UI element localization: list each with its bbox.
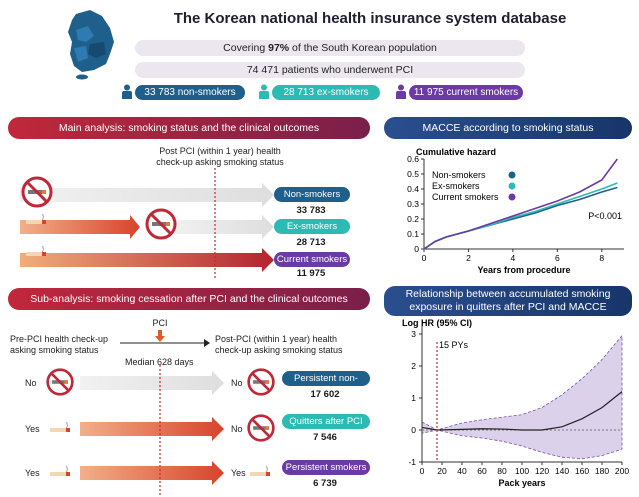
y-tick-label: -1 [408,457,416,467]
patients-bar: 74 471 patients who underwent PCI [135,62,525,78]
main-label-ex-smokers: Ex-smokers [274,219,350,234]
legend-label: Current smokers [432,192,499,202]
legend-label: Non-smokers [432,170,486,180]
sub-label-persistent-non: Persistent non-smokers [282,371,370,399]
y-tick-label: 3 [411,329,416,339]
y-tick-label: 0.3 [407,199,419,209]
y-tick-label: 0.2 [407,214,419,224]
person-icon [122,84,132,99]
y-tick-label: 2 [411,361,416,371]
x-tick-label: 100 [515,466,529,476]
x-tick-label: 40 [457,466,467,476]
post-checkup-label: Post-PCI (within 1 year) health check-up … [215,334,343,355]
y-tick-label: 0.1 [407,229,419,239]
no-smoking-icon [247,368,275,396]
x-tick-label: 0 [422,253,427,263]
estimate-line [421,391,623,431]
y-tick-label: 0.6 [407,154,419,164]
sub-analysis-arrows [80,365,224,495]
macce-chart: Cumulative hazard 0 0.1 0.2 0.3 0.4 0.5 0.6 0 2 4 6… [407,147,624,275]
timeline-arrow [120,339,210,347]
no-smoking-icon [46,368,74,396]
cigarette-icon [26,213,46,224]
no-smoking-icon [21,176,53,208]
y-tick-label: 0.4 [407,184,419,194]
macce-header: MACCE according to smoking status [384,117,632,139]
cigarette-icon [50,465,70,476]
exposure-chart: Log HR (95% CI) -1 0 1 2 3 0 20 40 60 80 100 120 140 1… [402,318,629,488]
coverage-prefix: Covering [223,42,269,54]
exposure-header: Relationship between accumulated smoking… [384,286,632,316]
legend-marker [508,182,516,190]
korea-map-icon [68,10,114,80]
x-tick-label: 2 [466,253,471,263]
stat-current-smokers: 11 975 current smokers [409,85,523,100]
main-label-current-smokers: Current smokers [274,252,350,267]
page-title: The Korean national health insurance sys… [173,10,567,27]
x-tick-label: 60 [477,466,487,476]
main-analysis-header: Main analysis: smoking status and the cl… [8,117,370,139]
y-axis-label: Log HR (95% CI) [402,318,472,328]
stat-ex-smokers: 28 713 ex-smokers [272,85,380,100]
cigarette-icon [26,245,46,256]
coverage-bar: Covering 97% of the South Korean populat… [135,40,525,56]
sub-post-1: No [231,378,243,388]
legend-marker [508,171,516,179]
confidence-band [421,334,623,460]
sub-pre-3: Yes [25,468,40,478]
x-axis-label: Pack years [498,478,545,488]
x-tick-label: 0 [420,466,425,476]
x-tick-label: 8 [599,253,604,263]
cigarette-icon [50,421,70,432]
sub-pre-1: No [25,378,37,388]
sub-label-persistent-smokers: Persistent smokers [282,460,370,475]
pci-label: PCI [152,318,168,328]
x-tick-label: 140 [555,466,569,476]
main-count-current-smokers: 11 975 [296,268,326,279]
main-label-non-smokers: Non-smokers [274,187,350,202]
median-label: Median 628 days [125,357,194,367]
x-axis-label: Years from procedure [477,265,570,275]
stat-non-smokers: 33 783 non-smokers [135,85,245,100]
legend-label: Ex-smokers [432,181,480,191]
reference-label: 15 PYs [439,340,469,350]
sub-label-quitters: Quitters after PCI [282,414,370,429]
person-icon [396,84,406,99]
legend-marker [508,193,516,201]
x-tick-label: 20 [437,466,447,476]
no-smoking-icon [247,414,275,442]
x-tick-label: 80 [497,466,507,476]
series-line [423,158,618,250]
main-analysis-arrows [20,168,274,278]
sub-count-quitters: 7 546 [313,432,337,443]
cigarette-icon [250,465,270,476]
coverage-percent: 97% [268,42,290,54]
sub-count-persistent-smokers: 6 739 [313,478,337,489]
x-tick-label: 200 [615,466,629,476]
x-tick-label: 160 [575,466,589,476]
y-tick-label: 1 [411,393,416,403]
person-icon [259,84,269,99]
sub-post-2: No [231,424,243,434]
sub-pre-2: Yes [25,424,40,434]
y-tick-label: 0 [411,425,416,435]
checkup-label: Post PCI (within 1 year) health check-up … [156,146,284,167]
sub-post-3: Yes [231,468,246,478]
coverage-suffix: of the South Korean population [289,42,437,54]
pre-checkup-label: Pre-PCI health check-up asking smoking st… [10,334,109,355]
y-tick-label: 0.5 [407,169,419,179]
y-axis-label: Cumulative hazard [416,147,496,157]
no-smoking-icon [145,208,177,240]
sub-analysis-header: Sub-analysis: smoking cessation after PC… [8,288,370,310]
p-value-annotation: P<0.001 [588,211,622,221]
pci-arrow-icon [155,330,165,342]
main-count-ex-smokers: 28 713 [296,237,326,248]
x-tick-label: 6 [555,253,560,263]
main-count-non-smokers: 33 783 [296,205,326,216]
x-tick-label: 180 [595,466,609,476]
x-tick-label: 120 [535,466,549,476]
y-tick-label: 0 [414,244,419,254]
sub-count-persistent-non: 17 602 [310,389,340,400]
x-tick-label: 4 [511,253,516,263]
